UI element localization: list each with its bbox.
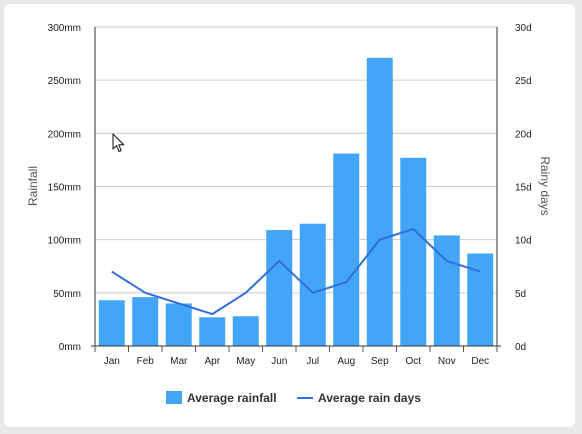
grid-lines — [95, 26, 497, 294]
y2-tick-label: 20d — [515, 129, 532, 140]
bar-series — [98, 57, 494, 346]
axis-labels: 0mm 50mm 100mm 150mm 200mm 250mm 300mm 0d 5d 10d 1… — [26, 23, 552, 367]
x-tick-label: Jan — [104, 356, 120, 367]
y-tick-label: 150mm — [48, 183, 81, 194]
legend-rainfall-swatch — [166, 391, 182, 404]
y2-tick-label: 0d — [515, 342, 526, 353]
bar-jan — [98, 300, 125, 346]
bar-jun — [266, 230, 293, 346]
y-tick-label: 250mm — [48, 76, 81, 87]
legend[interactable]: Average rainfall Average rain days — [166, 391, 421, 405]
chart-card — [4, 4, 575, 427]
x-tick-label: Jul — [306, 356, 319, 367]
bar-feb — [132, 297, 159, 346]
line-series — [111, 228, 481, 316]
y2-tick-label: 15d — [515, 183, 532, 194]
x-tick-label: May — [236, 356, 255, 367]
y-tick-label: 300mm — [48, 23, 81, 34]
rain-days-line — [111, 228, 481, 316]
y-axis-title: Rainfall — [26, 166, 40, 206]
x-tick-label: Jun — [271, 356, 287, 367]
bar-may — [232, 316, 259, 346]
x-tick-label: Sep — [371, 356, 389, 367]
y-tick-label: 100mm — [48, 236, 81, 247]
x-tick-label: Aug — [337, 356, 355, 367]
axes — [91, 27, 501, 352]
y-tick-label: 0mm — [59, 342, 81, 353]
x-tick-label: Dec — [471, 356, 489, 367]
y2-tick-label: 5d — [515, 289, 526, 300]
x-tick-label: Oct — [405, 356, 421, 367]
bar-sep — [366, 57, 393, 346]
bar-dec — [467, 253, 494, 346]
bar-apr — [199, 317, 226, 346]
x-tick-label: Nov — [438, 356, 456, 367]
legend-raindays-label: Average rain days — [318, 391, 421, 405]
x-tick-label: Mar — [170, 356, 188, 367]
x-tick-label: Apr — [204, 356, 220, 367]
y2-axis-title: Rainy days — [538, 156, 552, 215]
y2-tick-label: 10d — [515, 236, 532, 247]
bar-mar — [165, 303, 192, 346]
y2-tick-label: 30d — [515, 23, 532, 34]
x-tick-label: Feb — [137, 356, 155, 367]
bar-oct — [400, 157, 427, 346]
y2-tick-label: 25d — [515, 76, 532, 87]
legend-rainfall-label: Average rainfall — [187, 391, 277, 405]
y-tick-label: 50mm — [53, 289, 81, 300]
y-tick-label: 200mm — [48, 129, 81, 140]
bar-aug — [333, 153, 360, 346]
